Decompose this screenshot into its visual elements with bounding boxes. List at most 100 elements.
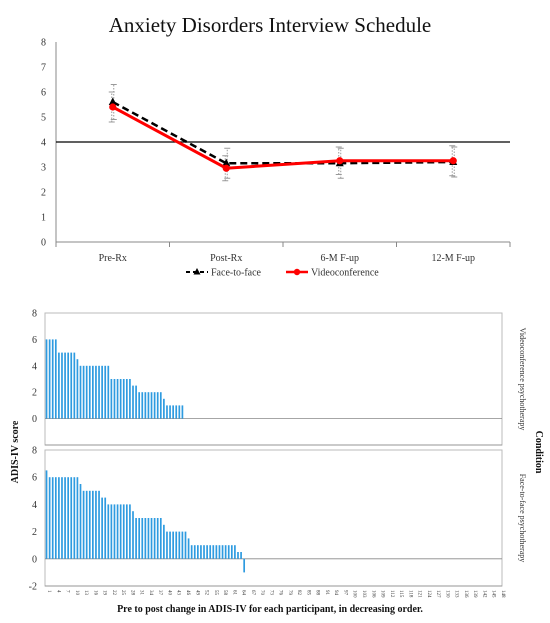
bar-xtick-label: 40 (166, 590, 171, 596)
bar (113, 379, 116, 419)
bar (79, 365, 82, 419)
line-chart-point (109, 103, 117, 111)
bar-xtick-label: 10 (74, 590, 79, 596)
bar (104, 365, 107, 419)
line-chart-point (449, 157, 457, 165)
bar (135, 518, 137, 559)
bar (166, 405, 168, 419)
bar (175, 531, 178, 559)
bar (178, 531, 181, 559)
bar (82, 365, 85, 419)
bar (141, 518, 144, 559)
line-chart-ytick-label: 2 (41, 188, 46, 199)
bar (144, 392, 147, 419)
bar-chart-ylabel: ADIS-IV score (10, 420, 21, 483)
bar (119, 379, 122, 419)
bar (122, 379, 125, 419)
bar (159, 392, 162, 419)
bar (73, 477, 76, 559)
bar-panel-strip-label: Videoconference psychotherapy (518, 328, 527, 431)
bar (243, 558, 246, 573)
bar-xtick-label: 1 (46, 590, 51, 593)
bar (159, 518, 162, 559)
bar (147, 518, 150, 559)
bar (92, 365, 94, 419)
line-chart-ytick-label: 6 (41, 88, 46, 99)
bar (169, 531, 171, 559)
bar-xtick-label: 109 (380, 590, 385, 598)
bar-xtick-label: 67 (250, 590, 255, 596)
bar (175, 405, 178, 419)
bar-xtick-label: 25 (120, 590, 125, 596)
bar (153, 518, 156, 559)
line-chart-ytick-label: 1 (41, 213, 46, 224)
bar (163, 398, 165, 419)
bar-xtick-label: 52 (204, 590, 209, 596)
bar-xtick-label: 34 (148, 590, 153, 596)
line-chart-ytick-label: 4 (41, 138, 46, 149)
bar (51, 477, 54, 559)
bar-xtick-label: 61 (231, 590, 236, 596)
bar (116, 379, 119, 419)
bar (45, 339, 48, 419)
bar (129, 379, 131, 419)
bar-xtick-label: 4 (55, 590, 60, 593)
bar-xtick-label: 91 (324, 590, 329, 596)
bar (206, 545, 208, 559)
line-chart-series-line (112, 100, 454, 165)
bar (98, 490, 100, 559)
bar (144, 518, 147, 559)
bar (193, 545, 196, 559)
bar (82, 490, 85, 559)
bar (58, 352, 60, 419)
line-chart-xtick-label: 6-M F-up (320, 253, 359, 264)
bar-xtick-label: 124 (426, 590, 431, 598)
bar-xtick-label: 46 (185, 590, 190, 596)
bar (104, 497, 107, 559)
bar-xtick-label: 112 (389, 590, 394, 598)
bar (141, 392, 144, 419)
bar-xtick-label: 37 (157, 590, 162, 596)
bar-xtick-label: 94 (333, 590, 338, 596)
bar (138, 392, 141, 419)
bar (67, 352, 70, 419)
bar (150, 518, 153, 559)
bar (178, 405, 181, 419)
bar-xtick-label: 22 (111, 590, 116, 596)
line-chart-point (108, 97, 117, 105)
bar-panel-ytick-label: 8 (32, 446, 37, 457)
bar (163, 524, 165, 559)
bar (172, 531, 174, 559)
bar (110, 379, 113, 419)
bar-panel-ytick-label: 2 (32, 388, 37, 399)
bar-xtick-label: 130 (444, 590, 449, 598)
bar-panel-ytick-label: 4 (32, 500, 37, 511)
bar-xtick-label: 88 (315, 590, 320, 596)
bar-xtick-label: 19 (102, 590, 107, 596)
bar (187, 538, 190, 559)
bar (85, 365, 88, 419)
bar-xtick-label: 136 (463, 590, 468, 598)
line-chart-ytick-label: 0 (41, 238, 46, 249)
line-chart-xtick-label: Pre-Rx (99, 253, 127, 264)
bar (51, 339, 54, 419)
bar (110, 504, 113, 559)
bar (224, 545, 227, 559)
bar (76, 477, 79, 559)
bar (58, 477, 60, 559)
line-chart-ytick-label: 5 (41, 113, 46, 124)
bar-chart-xlabel: Pre to post change in ADIS-IV for each p… (117, 604, 423, 615)
line-chart-ytick-label: 3 (41, 163, 46, 174)
bar-xtick-label: 31 (139, 590, 144, 596)
bar (166, 531, 168, 559)
line-chart-title: Anxiety Disorders Interview Schedule (109, 13, 432, 37)
bar (88, 490, 91, 559)
line-chart-ytick-label: 7 (41, 63, 46, 74)
bar (215, 545, 218, 559)
bar (48, 477, 51, 559)
bar (116, 504, 119, 559)
bar (95, 365, 97, 419)
bar-xtick-label: 142 (481, 590, 486, 598)
line-chart-point (222, 164, 230, 172)
bar (48, 339, 51, 419)
